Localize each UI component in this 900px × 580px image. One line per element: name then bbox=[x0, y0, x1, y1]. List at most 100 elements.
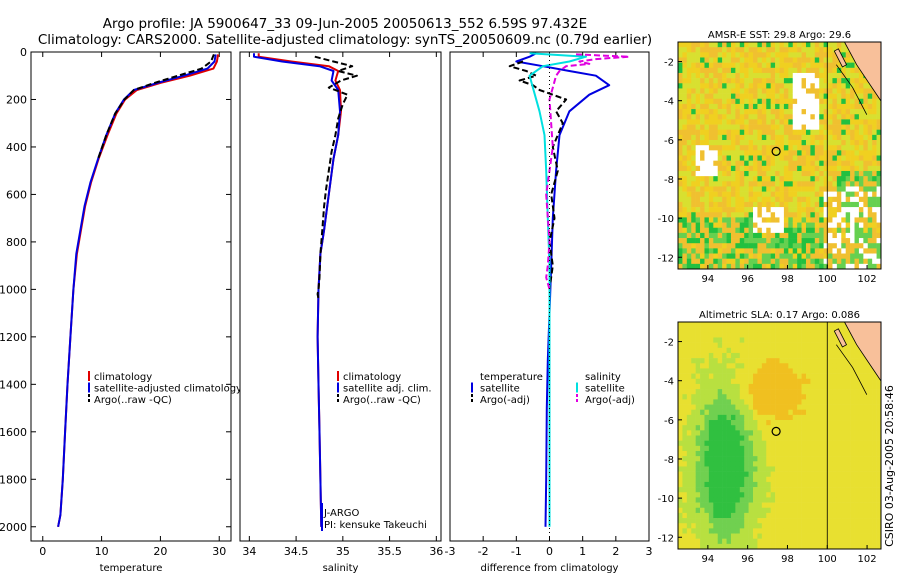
heatmap-cell bbox=[828, 466, 833, 472]
heatmap-cell bbox=[828, 98, 833, 105]
heatmap-cell bbox=[748, 258, 754, 265]
heatmap-cell bbox=[761, 129, 767, 136]
heatmap-cell bbox=[682, 507, 688, 514]
heatmap-cell bbox=[814, 62, 820, 69]
heatmap-cell bbox=[797, 368, 802, 374]
heatmap-cell bbox=[792, 207, 798, 213]
heatmap-cell bbox=[722, 134, 727, 141]
heatmap-cell bbox=[797, 420, 802, 426]
heatmap-cell bbox=[797, 518, 802, 524]
heatmap-cell bbox=[735, 57, 741, 63]
heatmap-cell bbox=[704, 414, 710, 421]
heatmap-cell bbox=[876, 404, 882, 411]
heatmap-cell bbox=[691, 201, 696, 208]
heatmap-cell bbox=[686, 42, 692, 48]
heatmap-cell bbox=[792, 518, 798, 524]
heatmap-cell bbox=[850, 150, 855, 156]
heatmap-cell bbox=[823, 518, 829, 524]
heatmap-cell bbox=[691, 363, 696, 369]
heatmap-cell bbox=[682, 253, 688, 259]
heatmap-cell bbox=[850, 124, 855, 131]
heatmap-cell bbox=[783, 263, 789, 270]
heatmap-cell bbox=[722, 368, 727, 374]
heatmap-cell bbox=[726, 337, 732, 343]
heatmap-cell bbox=[819, 201, 824, 208]
heatmap-cell bbox=[682, 358, 688, 364]
heatmap-cell bbox=[872, 186, 877, 192]
heatmap-cell bbox=[828, 543, 833, 550]
heatmap-cell bbox=[753, 435, 758, 441]
heatmap-cell bbox=[717, 337, 723, 343]
heatmap-cell bbox=[858, 253, 864, 259]
heatmap-cell bbox=[792, 404, 798, 411]
heatmap-cell bbox=[850, 487, 855, 493]
heatmap-cell bbox=[775, 140, 780, 146]
heatmap-cell bbox=[717, 383, 723, 390]
heatmap-cell bbox=[739, 155, 745, 161]
heatmap-cell bbox=[753, 238, 758, 244]
heatmap-cell bbox=[819, 93, 824, 100]
heatmap-cell bbox=[876, 456, 882, 462]
heatmap-cell bbox=[783, 430, 789, 436]
heatmap-cell bbox=[691, 263, 696, 270]
heatmap-cell bbox=[858, 72, 864, 79]
heatmap-cell bbox=[744, 227, 749, 234]
heatmap-cell bbox=[779, 337, 785, 343]
heatmap-cell bbox=[722, 332, 727, 338]
heatmap-cell bbox=[783, 435, 789, 441]
heatmap-cell bbox=[753, 93, 758, 100]
heatmap-cell bbox=[717, 232, 723, 239]
heatmap-cell bbox=[761, 399, 767, 405]
heatmap-cell bbox=[876, 518, 882, 524]
heatmap-cell bbox=[783, 543, 789, 550]
x-tick-label: 96 bbox=[741, 554, 754, 565]
heatmap-cell bbox=[695, 322, 701, 328]
heatmap-cell bbox=[810, 450, 816, 457]
heatmap-cell bbox=[814, 409, 820, 416]
heatmap-cell bbox=[797, 373, 802, 380]
heatmap-cell bbox=[678, 72, 683, 79]
heatmap-cell bbox=[717, 445, 723, 452]
heatmap-cell bbox=[832, 389, 838, 395]
heatmap-cell bbox=[814, 394, 820, 400]
heatmap-cell bbox=[850, 243, 855, 249]
heatmap-cell bbox=[779, 502, 785, 509]
heatmap-cell bbox=[841, 119, 846, 125]
heatmap-cell bbox=[713, 373, 719, 380]
heatmap-cell bbox=[735, 352, 741, 359]
heatmap-cell bbox=[717, 487, 723, 493]
heatmap-cell bbox=[748, 150, 754, 156]
land-island bbox=[833, 48, 848, 68]
heatmap-cell bbox=[832, 445, 838, 452]
heatmap-cell bbox=[788, 217, 794, 223]
heatmap-cell bbox=[805, 492, 811, 498]
heatmap-cell bbox=[823, 322, 829, 328]
heatmap-cell bbox=[775, 114, 780, 120]
x-tick-label: 35.5 bbox=[377, 545, 402, 558]
heatmap-cell bbox=[735, 191, 741, 198]
heatmap-cell bbox=[788, 47, 794, 53]
heatmap-cell bbox=[700, 399, 705, 405]
heatmap-cell bbox=[708, 155, 714, 161]
heatmap-cell bbox=[730, 518, 736, 524]
heatmap-cell bbox=[770, 347, 776, 354]
heatmap-cell bbox=[744, 456, 749, 462]
heatmap-cell bbox=[832, 263, 838, 270]
heatmap-cell bbox=[841, 103, 846, 110]
heatmap-cell bbox=[775, 93, 780, 100]
heatmap-cell bbox=[761, 212, 767, 218]
heatmap-cell bbox=[686, 378, 692, 385]
heatmap-cell bbox=[744, 471, 749, 478]
heatmap-cell bbox=[783, 481, 789, 488]
heatmap-cell bbox=[801, 72, 807, 79]
heatmap-cell bbox=[713, 363, 719, 369]
heatmap-cell bbox=[797, 409, 802, 416]
heatmap-cell bbox=[819, 518, 824, 524]
heatmap-cell bbox=[717, 170, 723, 177]
heatmap-cell bbox=[700, 83, 705, 89]
heatmap-cell bbox=[841, 450, 846, 457]
heatmap-cell bbox=[841, 543, 846, 550]
heatmap-cell bbox=[770, 383, 776, 390]
heatmap-cell bbox=[770, 389, 776, 395]
